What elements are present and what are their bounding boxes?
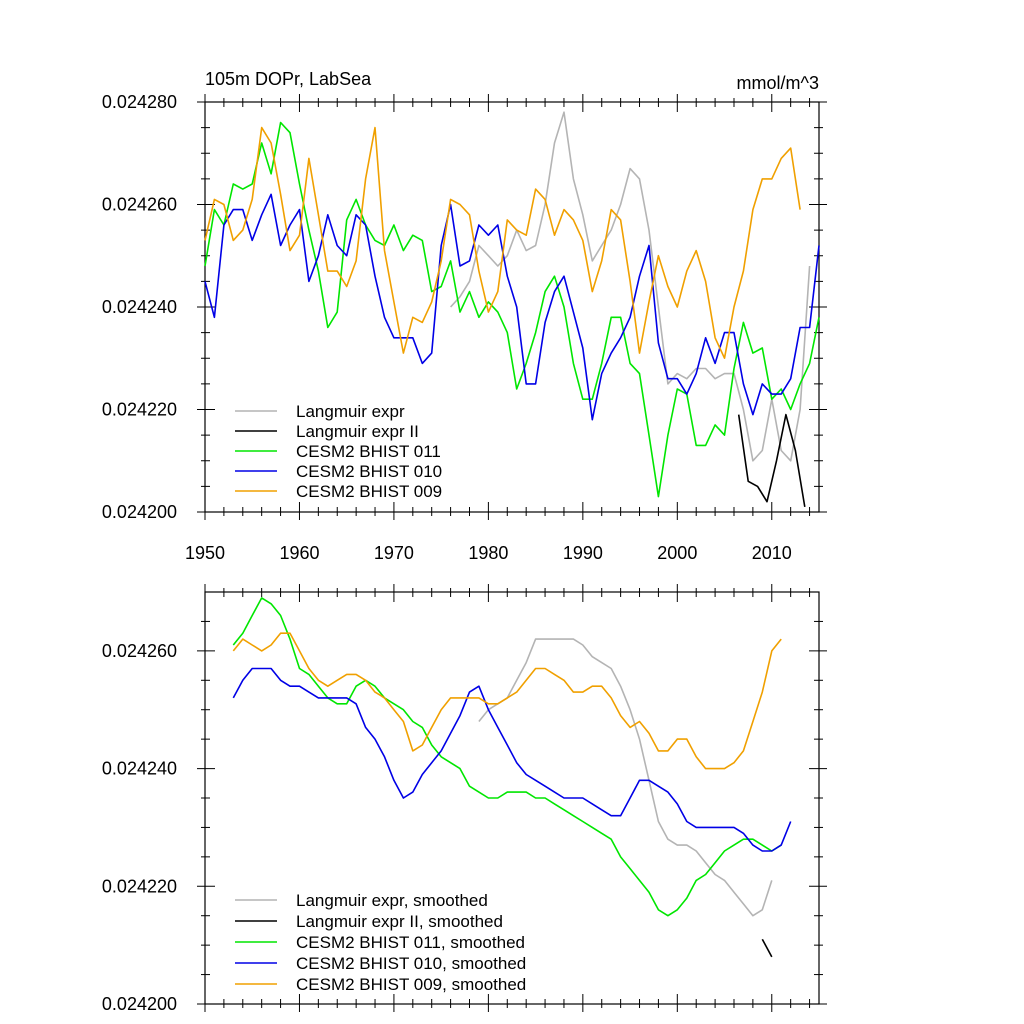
y-tick-label: 0.024220 bbox=[102, 400, 177, 420]
legend-label: CESM2 BHIST 010 bbox=[296, 462, 442, 481]
y-tick-label: 0.024240 bbox=[102, 297, 177, 317]
y-tick-label: 0.024240 bbox=[102, 759, 177, 779]
x-tick-label: 1960 bbox=[279, 543, 319, 563]
series-line-cesm2-bhist-010-smoothed bbox=[232, 667, 792, 852]
top-panel: 1950 1960 1970 1980 1990 2000 2010 0.024200 0.02… bbox=[102, 69, 827, 563]
y-tick-label: 0.024260 bbox=[102, 195, 177, 215]
legend-label: Langmuir expr, smoothed bbox=[296, 891, 488, 910]
x-tick-label: 1990 bbox=[563, 543, 603, 563]
series-line-cesm2-bhist-011-smoothed bbox=[232, 597, 782, 917]
y-tick-label: 0.024200 bbox=[102, 502, 177, 522]
series-line-cesm2-bhist-010 bbox=[204, 193, 820, 421]
legend-label: Langmuir expr bbox=[296, 402, 405, 421]
x-tick-label: 2000 bbox=[657, 543, 697, 563]
series-line-cesm2-bhist-011 bbox=[204, 121, 820, 498]
units-label: mmol/m^3 bbox=[737, 73, 819, 93]
series-line-langmuir-expr-ii bbox=[737, 413, 806, 508]
legend-label: CESM2 BHIST 009 bbox=[296, 482, 442, 501]
x-tick-label: 1970 bbox=[374, 543, 414, 563]
y-tick-label: 0.024200 bbox=[102, 994, 177, 1014]
chart-title: 105m DOPr, LabSea bbox=[205, 69, 372, 89]
y-tick-label: 0.024260 bbox=[102, 641, 177, 661]
legend-label: CESM2 BHIST 011 bbox=[296, 442, 441, 461]
x-tick-label: 1950 bbox=[185, 543, 225, 563]
legend-label: CESM2 BHIST 011, smoothed bbox=[296, 933, 525, 952]
y-tick-label: 0.024280 bbox=[102, 92, 177, 112]
y-tick-label: 0.024220 bbox=[102, 876, 177, 896]
series-line-langmuir-expr bbox=[450, 111, 811, 462]
x-tick-label: 1980 bbox=[468, 543, 508, 563]
series-line-langmuir-expr-smoothed bbox=[478, 638, 773, 917]
legend-label: CESM2 BHIST 009, smoothed bbox=[296, 975, 526, 994]
legend-label: Langmuir expr II, smoothed bbox=[296, 912, 503, 931]
legend-label: Langmuir expr II bbox=[296, 422, 419, 441]
x-tick-label: 2010 bbox=[752, 543, 792, 563]
series-line-langmuir-expr-ii-smoothed bbox=[761, 938, 773, 958]
bottom-panel: 0.024200 0.024220 0.024240 0.024260 Langmuir… bbox=[102, 584, 827, 1014]
series-line-cesm2-bhist-009 bbox=[204, 126, 801, 360]
series-line-cesm2-bhist-009-smoothed bbox=[232, 632, 782, 770]
legend-label: CESM2 BHIST 010, smoothed bbox=[296, 954, 526, 973]
